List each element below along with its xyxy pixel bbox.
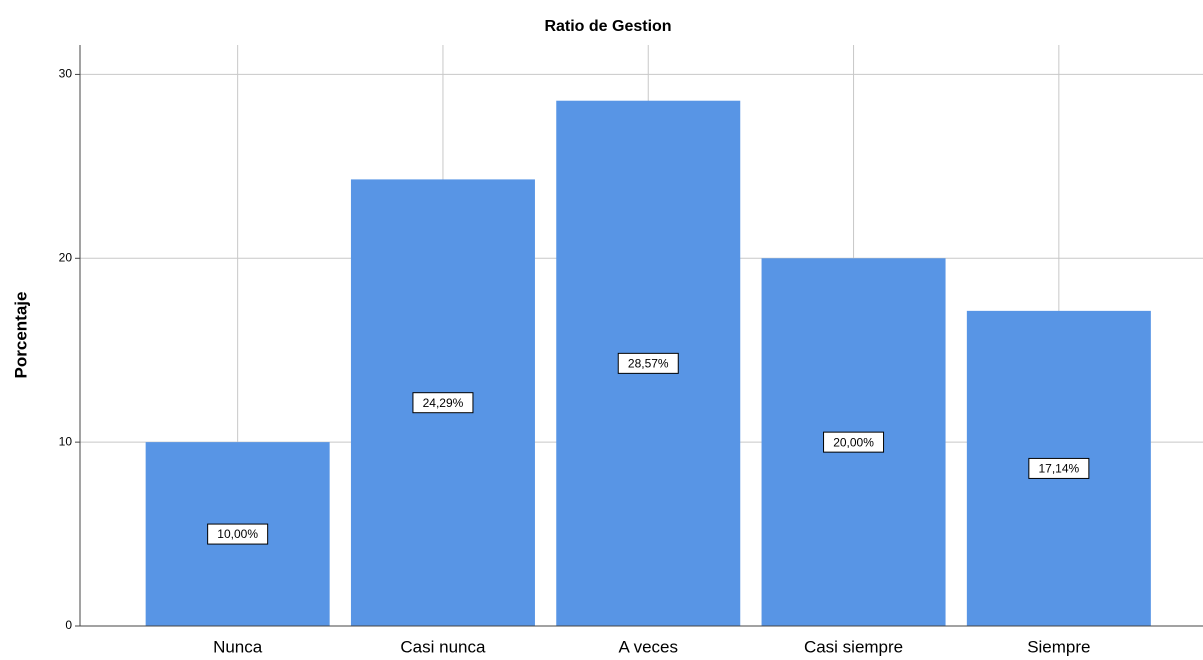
chart-title: Ratio de Gestion [544,18,671,35]
value-label-box [617,352,679,374]
value-label-box [823,431,885,453]
value-label-box [412,392,474,414]
x-tick-label: Casi siempre [804,637,903,656]
value-label-box [207,523,269,545]
y-tick-label: 10 [59,434,73,448]
x-tick-label: Casi nunca [400,637,486,656]
value-label: 17,14% [1038,462,1079,476]
value-label-box [1028,457,1090,479]
value-label: 20,00% [833,435,874,449]
x-tick-label: A veces [618,637,678,656]
y-tick-label: 30 [59,67,73,81]
y-tick-label: 20 [59,250,73,264]
x-tick-label: Nunca [213,637,263,656]
value-label: 28,57% [628,357,669,371]
y-tick-label: 0 [65,618,72,632]
y-axis-label: Porcentaje [11,292,30,379]
x-tick-label: Siempre [1027,637,1090,656]
value-label: 24,29% [423,396,464,410]
value-label: 10,00% [217,527,258,541]
